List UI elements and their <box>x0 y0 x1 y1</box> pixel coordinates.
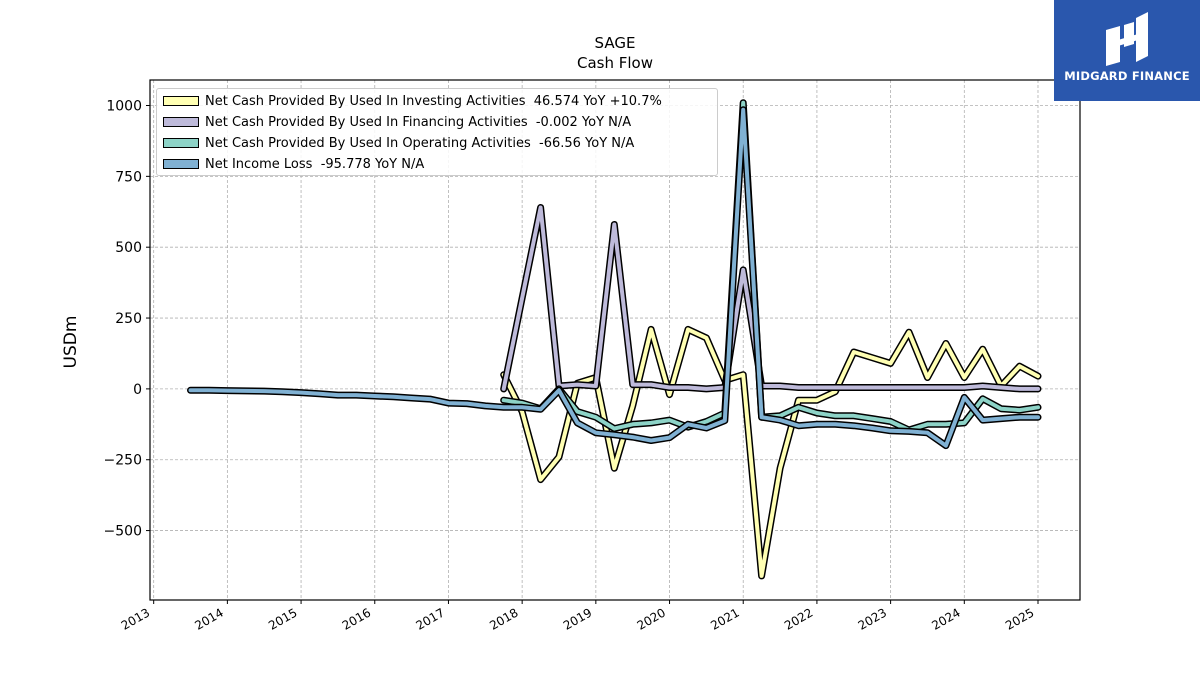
x-tick-label: 2017 <box>414 605 447 632</box>
x-tick-label: 2018 <box>487 605 520 632</box>
series-stroke <box>501 205 1040 391</box>
series-financing-activities <box>500 204 1042 393</box>
x-tick-label: 2014 <box>192 605 225 632</box>
y-tick-label: 750 <box>115 169 142 185</box>
legend-item-operating: Net Cash Provided By Used In Operating A… <box>163 134 634 152</box>
plot-area-frame <box>149 79 1081 601</box>
x-tick-label: 2021 <box>708 605 741 632</box>
legend-label-investing: Net Cash Provided By Used In Investing A… <box>205 93 662 109</box>
legend-label-net-income: Net Income Loss -95.778 YoY N/A <box>205 156 425 172</box>
y-tick-label: −250 <box>104 453 142 469</box>
x-tick-label: 2019 <box>561 605 594 632</box>
legend: Net Cash Provided By Used In Investing A… <box>156 88 718 176</box>
x-tick-label: 2020 <box>635 605 668 632</box>
y-tick-label: 500 <box>115 240 142 256</box>
legend-swatch-operating <box>163 138 199 148</box>
x-tick-label: 2023 <box>856 605 889 632</box>
logo-text: MIDGARD FINANCE <box>1064 69 1190 83</box>
x-tick-label: 2025 <box>1003 605 1036 632</box>
series-net-income-loss <box>187 106 1042 450</box>
legend-item-net-income: Net Income Loss -95.778 YoY N/A <box>163 155 424 173</box>
y-tick-label: 1000 <box>106 99 142 115</box>
legend-label-operating: Net Cash Provided By Used In Operating A… <box>205 135 635 151</box>
chart-title: SAGE <box>595 34 636 52</box>
legend-item-financing: Net Cash Provided By Used In Financing A… <box>163 113 631 131</box>
legend-swatch-net-income <box>163 159 199 169</box>
series-lines <box>187 99 1042 580</box>
y-axis-ticks: −500 −250 0 250 500 750 1000 <box>104 99 150 540</box>
series-stroke <box>501 327 1040 578</box>
x-tick-label: 2024 <box>929 605 962 632</box>
x-axis-ticks: 2013 2014 2015 2016 2017 2018 2019 2020 2021 2022… <box>119 600 1039 633</box>
series-stroke <box>188 107 1040 448</box>
x-tick-label: 2015 <box>266 605 299 632</box>
y-tick-label: 0 <box>133 382 142 398</box>
y-tick-label: 250 <box>115 311 142 327</box>
midgard-finance-logo: MIDGARD FINANCE <box>1054 0 1200 101</box>
legend-label-financing: Net Cash Provided By Used In Financing A… <box>205 114 632 130</box>
legend-item-investing: Net Cash Provided By Used In Investing A… <box>163 92 662 110</box>
logo-mark-icon <box>1106 12 1148 66</box>
series-investing-activities <box>500 325 1042 580</box>
y-tick-label: −500 <box>104 524 142 540</box>
x-tick-label: 2022 <box>782 605 815 632</box>
legend-swatch-investing <box>163 96 199 106</box>
y-axis-label: USDm <box>61 316 81 369</box>
legend-swatch-financing <box>163 117 199 127</box>
x-tick-label: 2013 <box>119 605 152 632</box>
chart-subtitle: Cash Flow <box>577 54 653 72</box>
x-tick-label: 2016 <box>340 605 373 632</box>
